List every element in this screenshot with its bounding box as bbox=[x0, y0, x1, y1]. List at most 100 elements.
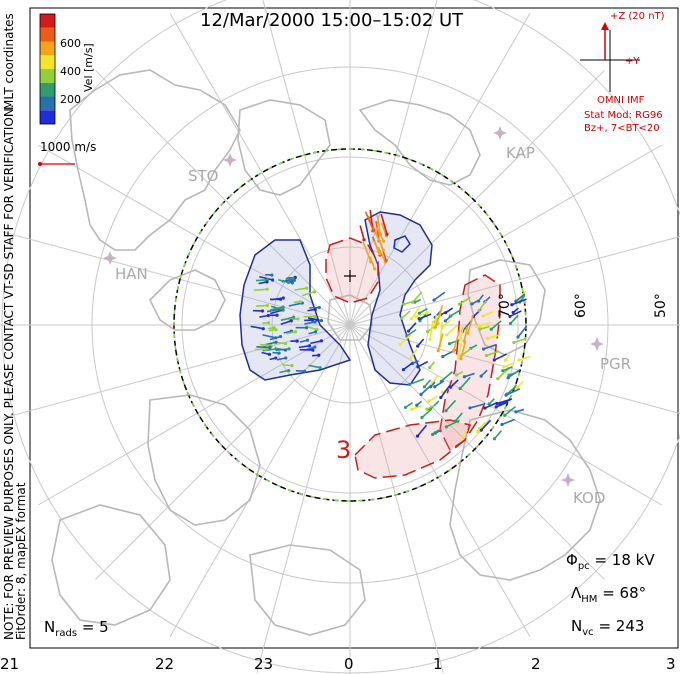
velocity-vector bbox=[411, 405, 422, 410]
velocity-vector bbox=[262, 334, 276, 339]
velocity-vector-origin bbox=[422, 385, 427, 389]
velocity-vector-origin bbox=[278, 334, 283, 339]
velocity-vector-origin bbox=[287, 347, 291, 351]
velocity-vector bbox=[428, 395, 438, 402]
velocity-vector-origin bbox=[274, 347, 278, 351]
velocity-vector bbox=[255, 278, 268, 282]
velocity-vector bbox=[459, 326, 464, 340]
map-title: 12/Mar/2000 15:00–15:02 UT bbox=[200, 10, 464, 31]
meridian-line bbox=[349, 324, 605, 580]
velocity-vector bbox=[407, 322, 417, 332]
velocity-vector bbox=[406, 328, 417, 337]
velocity-vector bbox=[310, 340, 322, 345]
velocity-vector bbox=[469, 403, 485, 409]
station-label-pgr: PGR bbox=[600, 355, 632, 373]
velocity-vector-origin bbox=[266, 313, 270, 318]
velocity-vector-origin bbox=[439, 395, 443, 400]
velocity-vector-origin bbox=[408, 356, 412, 361]
velocity-vector-origin bbox=[448, 314, 452, 318]
imf-condition: Bz+, 7<BT<20 bbox=[584, 123, 660, 134]
velocity-vector-origin bbox=[313, 320, 317, 324]
velocity-vector bbox=[513, 337, 527, 344]
velocity-vector bbox=[437, 333, 444, 351]
velocity-vector-origin bbox=[264, 347, 268, 351]
velocity-vector-origin bbox=[441, 354, 445, 359]
velocity-vector-origin bbox=[457, 302, 461, 306]
meridian-line bbox=[349, 144, 663, 326]
velocity-vector-origin bbox=[502, 365, 506, 369]
velocity-vector bbox=[309, 306, 320, 309]
colorbar-segment bbox=[40, 69, 55, 83]
velocity-vector bbox=[302, 290, 315, 297]
colorbar-segment bbox=[40, 96, 55, 111]
cross-polar-potential: Φpc = 18 kV bbox=[566, 551, 655, 572]
velocity-vector-origin bbox=[290, 364, 294, 368]
velocity-vector-origin bbox=[468, 406, 472, 410]
velocity-vector bbox=[480, 419, 492, 431]
velocity-vector bbox=[502, 366, 513, 372]
velocity-vector-origin bbox=[302, 369, 307, 373]
velocity-vector-origin bbox=[402, 302, 406, 306]
velocity-vector-origin bbox=[283, 348, 288, 352]
velocity-vector bbox=[376, 227, 385, 242]
velocity-vector-origin bbox=[414, 315, 418, 319]
velocity-vector-origin bbox=[425, 407, 429, 411]
velocity-vector-origin bbox=[265, 280, 269, 284]
velocity-vector-origin bbox=[307, 344, 312, 348]
velocity-vector-origin bbox=[514, 299, 518, 303]
misc-marks bbox=[38, 162, 356, 282]
coastline bbox=[147, 394, 261, 526]
colorbar-segment bbox=[40, 110, 55, 124]
velocity-vector-origin bbox=[420, 415, 424, 420]
station-marker bbox=[223, 153, 237, 167]
velocity-vector-origin bbox=[484, 353, 489, 358]
velocity-vector bbox=[409, 378, 425, 386]
velocity-vector-origin bbox=[417, 311, 421, 315]
velocity-vector-origin bbox=[459, 357, 463, 361]
velocity-vector-origin bbox=[272, 326, 276, 330]
velocity-vector-origin bbox=[265, 303, 269, 308]
station-marker bbox=[590, 337, 604, 351]
velocity-vector bbox=[452, 329, 461, 351]
velocity-vector-origin bbox=[500, 422, 504, 427]
coastline bbox=[449, 409, 601, 581]
coastline bbox=[327, 294, 373, 341]
velocity-vector bbox=[265, 341, 277, 346]
velocity-vector bbox=[486, 350, 500, 357]
velocity-vector-origin bbox=[274, 328, 278, 332]
velocity-vector bbox=[401, 310, 411, 319]
mlt-tick-3: 3 bbox=[666, 655, 676, 673]
velocity-vector bbox=[497, 368, 509, 380]
velocity-vector bbox=[403, 362, 414, 371]
velocity-vector bbox=[479, 325, 490, 330]
positive-cell-noon bbox=[325, 237, 379, 304]
velocity-vector-origin bbox=[293, 275, 297, 280]
velocity-vector bbox=[467, 314, 474, 334]
velocity-vector bbox=[463, 326, 468, 342]
scale-vector-label: 1000 m/s bbox=[40, 140, 97, 154]
positive-cell-night bbox=[354, 419, 471, 479]
velocity-vector bbox=[374, 230, 384, 251]
velocity-vector-origin bbox=[410, 300, 415, 304]
imf-y-label: +Y bbox=[625, 56, 640, 67]
lat-label-50: 50° bbox=[653, 293, 669, 318]
station-label-kap: KAP bbox=[506, 144, 535, 162]
velocity-vector-origin bbox=[507, 373, 511, 377]
velocity-vector-origin bbox=[311, 348, 315, 352]
velocity-vector-origin bbox=[270, 278, 275, 282]
velocity-vector bbox=[517, 325, 528, 338]
velocity-vector-origin bbox=[407, 382, 412, 387]
velocity-vector bbox=[460, 429, 469, 439]
velocity-vector bbox=[505, 388, 521, 396]
velocity-vector-origin bbox=[415, 434, 420, 438]
velocity-vector-origin bbox=[474, 324, 478, 328]
meridian-line bbox=[169, 324, 351, 638]
velocity-vector-origin bbox=[466, 331, 470, 335]
velocity-vector-origin bbox=[400, 316, 404, 320]
imf-z-label: +Z (20 nT) bbox=[610, 11, 665, 22]
velocity-vector bbox=[294, 287, 307, 291]
velocity-vector-origin bbox=[381, 248, 385, 252]
velocity-vector-origin bbox=[481, 314, 485, 318]
velocity-vector bbox=[490, 320, 502, 330]
